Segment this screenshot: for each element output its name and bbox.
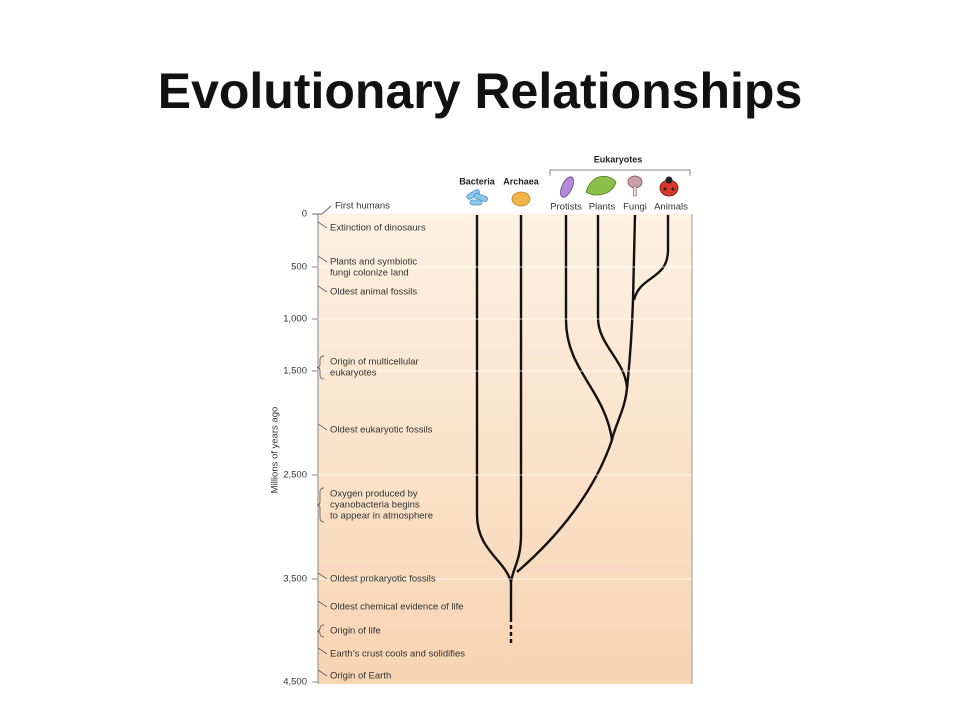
- tick-label: 0: [302, 209, 307, 220]
- event-label: Oxygen produced by: [330, 489, 418, 500]
- event-leader: [317, 572, 328, 580]
- branch-bacteria: [475, 215, 513, 583]
- event-label: Oldest eukaryotic fossils: [330, 425, 433, 436]
- event-leader: [317, 285, 328, 293]
- event-leader: [317, 221, 328, 229]
- tick-label: 2,500: [283, 470, 307, 481]
- event-label: Origin of life: [330, 626, 381, 637]
- event-label: eukaryotes: [330, 368, 377, 379]
- time-panel: [318, 214, 692, 684]
- branch-protists: [564, 215, 614, 441]
- branch-animals: [632, 215, 670, 301]
- group-bracket: [549, 169, 691, 176]
- group-label: Eukaryotes: [594, 154, 643, 164]
- event-leader: [317, 600, 328, 608]
- event-label: Origin of multicellular: [330, 357, 419, 368]
- kingdom-label: Protists: [550, 202, 582, 213]
- event-brace: [316, 487, 325, 523]
- icons: [466, 175, 679, 207]
- event-label: fungi colonize land: [330, 268, 409, 279]
- event-label: Oldest chemical evidence of life: [330, 602, 464, 613]
- branch-fungi: [625, 214, 637, 389]
- icon-plant: [585, 175, 617, 196]
- event-leader: [317, 423, 328, 431]
- event-label: cyanobacteria begins: [330, 500, 420, 511]
- event-label: Earth’s crust cools and solidifies: [330, 649, 465, 660]
- event-label: Plants and symbiotic: [330, 257, 417, 268]
- event-leader: [313, 205, 332, 215]
- kingdom-label: Plants: [589, 202, 616, 213]
- branch-eukaryotes: [516, 439, 614, 573]
- branch-archaea: [509, 215, 523, 583]
- title: Evolutionary Relationships: [158, 63, 803, 119]
- tree: [475, 214, 670, 646]
- icon-fungus: [627, 175, 643, 197]
- event-leader: [317, 255, 328, 263]
- event-brace: [316, 624, 325, 638]
- event-label: First humans: [335, 201, 390, 212]
- event-label: Extinction of dinosaurs: [330, 223, 426, 234]
- icon-archaea: [511, 191, 531, 207]
- tick-label: 1,000: [283, 314, 307, 325]
- tick-label: 3,500: [283, 574, 307, 585]
- event-label: Oldest prokaryotic fossils: [330, 574, 436, 585]
- domain-label: Bacteria: [459, 176, 496, 186]
- kingdom-label: Fungi: [623, 202, 647, 213]
- icon-animal: [659, 176, 679, 197]
- event-brace: [316, 355, 325, 380]
- kingdom-label: Animals: [654, 202, 688, 213]
- event-leader: [317, 669, 328, 677]
- axis-label: Millions of years ago: [270, 407, 281, 494]
- event-label: Oldest animal fossils: [330, 287, 417, 298]
- tick-label: 1,500: [283, 366, 307, 377]
- icon-protist: [560, 176, 574, 198]
- tick-label: 4,500: [283, 677, 307, 688]
- tick-label: 500: [291, 262, 307, 273]
- domain-label: Archaea: [503, 176, 540, 186]
- diagram: [317, 214, 693, 684]
- event-label: Origin of Earth: [330, 671, 391, 682]
- icon-bacteria: [466, 189, 488, 206]
- event-leader: [317, 647, 328, 655]
- event-label: to appear in atmosphere: [330, 511, 433, 522]
